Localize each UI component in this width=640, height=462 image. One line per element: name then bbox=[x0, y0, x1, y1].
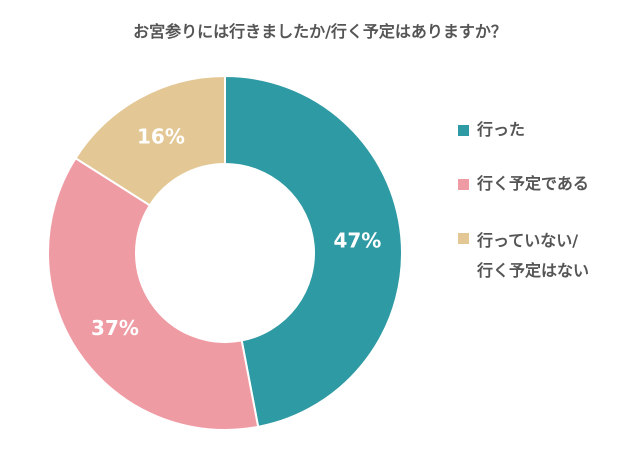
legend-label-plan: 行く予定である bbox=[477, 174, 589, 193]
legend-swatch-plan bbox=[458, 179, 469, 190]
legend-label-none: 行っていない/ 行く予定はない bbox=[477, 226, 589, 286]
slice-went bbox=[224, 74, 403, 429]
legend-label-went: 行った bbox=[477, 120, 526, 139]
slice-none bbox=[74, 74, 226, 207]
legend-label-none-line2: 行く予定はない bbox=[477, 261, 590, 280]
chart-title: お宮参りには行きましたか/行く予定はありますか？ bbox=[133, 22, 507, 41]
legend: 行った 行く予定である 行っていない/ 行く予定はない bbox=[458, 118, 589, 316]
legend-item-none: 行っていない/ 行く予定はない bbox=[458, 226, 589, 286]
slice-plan bbox=[47, 156, 260, 431]
legend-label-none-line1: 行っていない/ bbox=[477, 231, 579, 250]
slice-label-none: 16% bbox=[137, 124, 185, 148]
legend-swatch-none bbox=[458, 233, 469, 244]
slice-label-went: 47% bbox=[333, 228, 381, 252]
legend-item-plan: 行く予定である bbox=[458, 172, 589, 196]
legend-item-went: 行った bbox=[458, 118, 589, 142]
legend-swatch-went bbox=[458, 125, 469, 136]
slice-label-plan: 37% bbox=[91, 316, 139, 340]
